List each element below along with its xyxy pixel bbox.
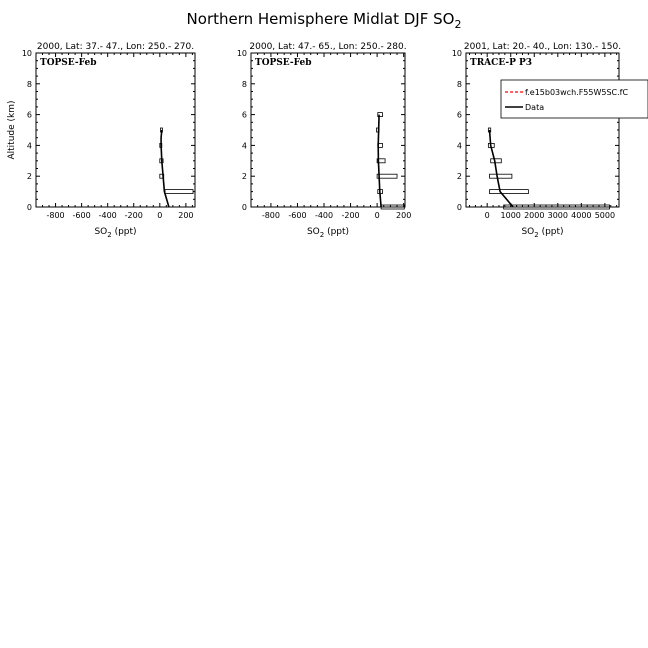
y-tick-label: 4 [27,141,32,150]
x-tick-label: -800 [46,211,64,220]
range-box [503,204,610,210]
y-tick-label: 10 [237,49,247,58]
x-tick-label: 4000 [571,211,591,220]
plot-frame [35,52,196,208]
x-tick-label: 2000 [524,211,544,220]
y-tick-label: 6 [242,111,247,120]
x-axis-label-subscript: 2 [534,231,538,239]
x-axis-label-main: SO [94,227,107,237]
y-tick-label: 2 [457,172,462,181]
x-axis-label-unit: (ppt) [539,227,564,237]
x-tick-label: -600 [73,211,91,220]
range-box [164,189,194,195]
plot-frame [465,52,620,208]
x-axis-label-subscript: 2 [320,231,324,239]
x-tick-label: 5000 [595,211,615,220]
range-box [489,173,513,179]
legend: f.e15b03wch.F55W5SC.fC Data [500,79,648,119]
y-tick-label: 10 [22,49,32,58]
y-tick-label: 0 [457,203,462,212]
campaign-label: TOPSE-Feb [40,58,96,68]
range-box [376,158,386,164]
y-tick-label: 10 [452,49,462,58]
y-tick-label: 6 [457,111,462,120]
legend-box [500,79,648,119]
figure-title-subscript: 2 [454,18,461,31]
range-box [377,112,383,117]
x-axis-label: SO2 (ppt) [307,227,349,239]
x-tick-label: 200 [178,211,193,220]
panel-header: 2000, Lat: 37.- 47., Lon: 250.- 270. [37,42,194,52]
panels: 2000, Lat: 37.- 47., Lon: 250.- 270. TOPS… [7,42,648,239]
y-tick-label: 6 [27,111,32,120]
x-tick-label: -200 [125,211,143,220]
campaign-label: TRACE-P P3 [470,58,532,68]
y-tick-label: 4 [242,141,247,150]
x-tick-label: 3000 [548,211,568,220]
x-tick-label: 1000 [501,211,521,220]
y-tick-label: 8 [242,80,247,89]
x-tick-label: -600 [288,211,306,220]
series-line-data [160,129,170,208]
series-line-data [377,114,382,208]
x-tick-label: -800 [262,211,280,220]
campaign-label: TOPSE-Feb [255,58,311,68]
x-tick-label: 200 [396,211,411,220]
series-line-data [488,129,514,208]
x-axis-label: SO2 (ppt) [94,227,136,239]
x-tick-label: -200 [341,211,359,220]
plot-frame [250,52,406,208]
x-axis-label-unit: (ppt) [112,227,137,237]
y-tick-label: 0 [27,203,32,212]
y-axis-label: Altitude (km) [7,100,17,159]
figure-title-main: Northern Hemisphere Midlat DJF SO [187,10,455,28]
figure-title: Northern Hemisphere Midlat DJF SO2 [187,10,462,31]
panel-3: 2001, Lat: 20.- 40., Lon: 130.- 150. TRAC… [452,42,621,239]
x-tick-label: -400 [315,211,333,220]
x-axis-label-main: SO [307,227,320,237]
y-tick-label: 8 [27,80,32,89]
legend-label: Data [525,103,544,112]
x-axis-label-main: SO [521,227,534,237]
range-box [490,158,502,164]
x-axis-label-unit: (ppt) [324,227,349,237]
x-axis-label: SO2 (ppt) [521,227,563,239]
y-tick-label: 2 [242,172,247,181]
x-tick-label: 0 [157,211,162,220]
y-tick-label: 2 [27,172,32,181]
x-tick-label: 0 [485,211,490,220]
range-box [489,189,529,195]
panel-2: 2000, Lat: 47.- 65., Lon: 250.- 280. TOPS… [237,42,412,239]
y-tick-label: 4 [457,141,462,150]
y-tick-label: 0 [242,203,247,212]
y-tick-label: 8 [457,80,462,89]
range-box [380,204,405,210]
x-tick-label: 0 [375,211,380,220]
panel-header: 2000, Lat: 47.- 65., Lon: 250.- 280. [249,42,406,52]
legend-label: f.e15b03wch.F55W5SC.fC [525,88,628,97]
panel-1: 2000, Lat: 37.- 47., Lon: 250.- 270. TOPS… [7,42,196,239]
panel-header: 2001, Lat: 20.- 40., Lon: 130.- 150. [464,42,621,52]
x-axis-label-subscript: 2 [107,231,111,239]
x-tick-label: -400 [99,211,117,220]
range-box [376,173,398,179]
